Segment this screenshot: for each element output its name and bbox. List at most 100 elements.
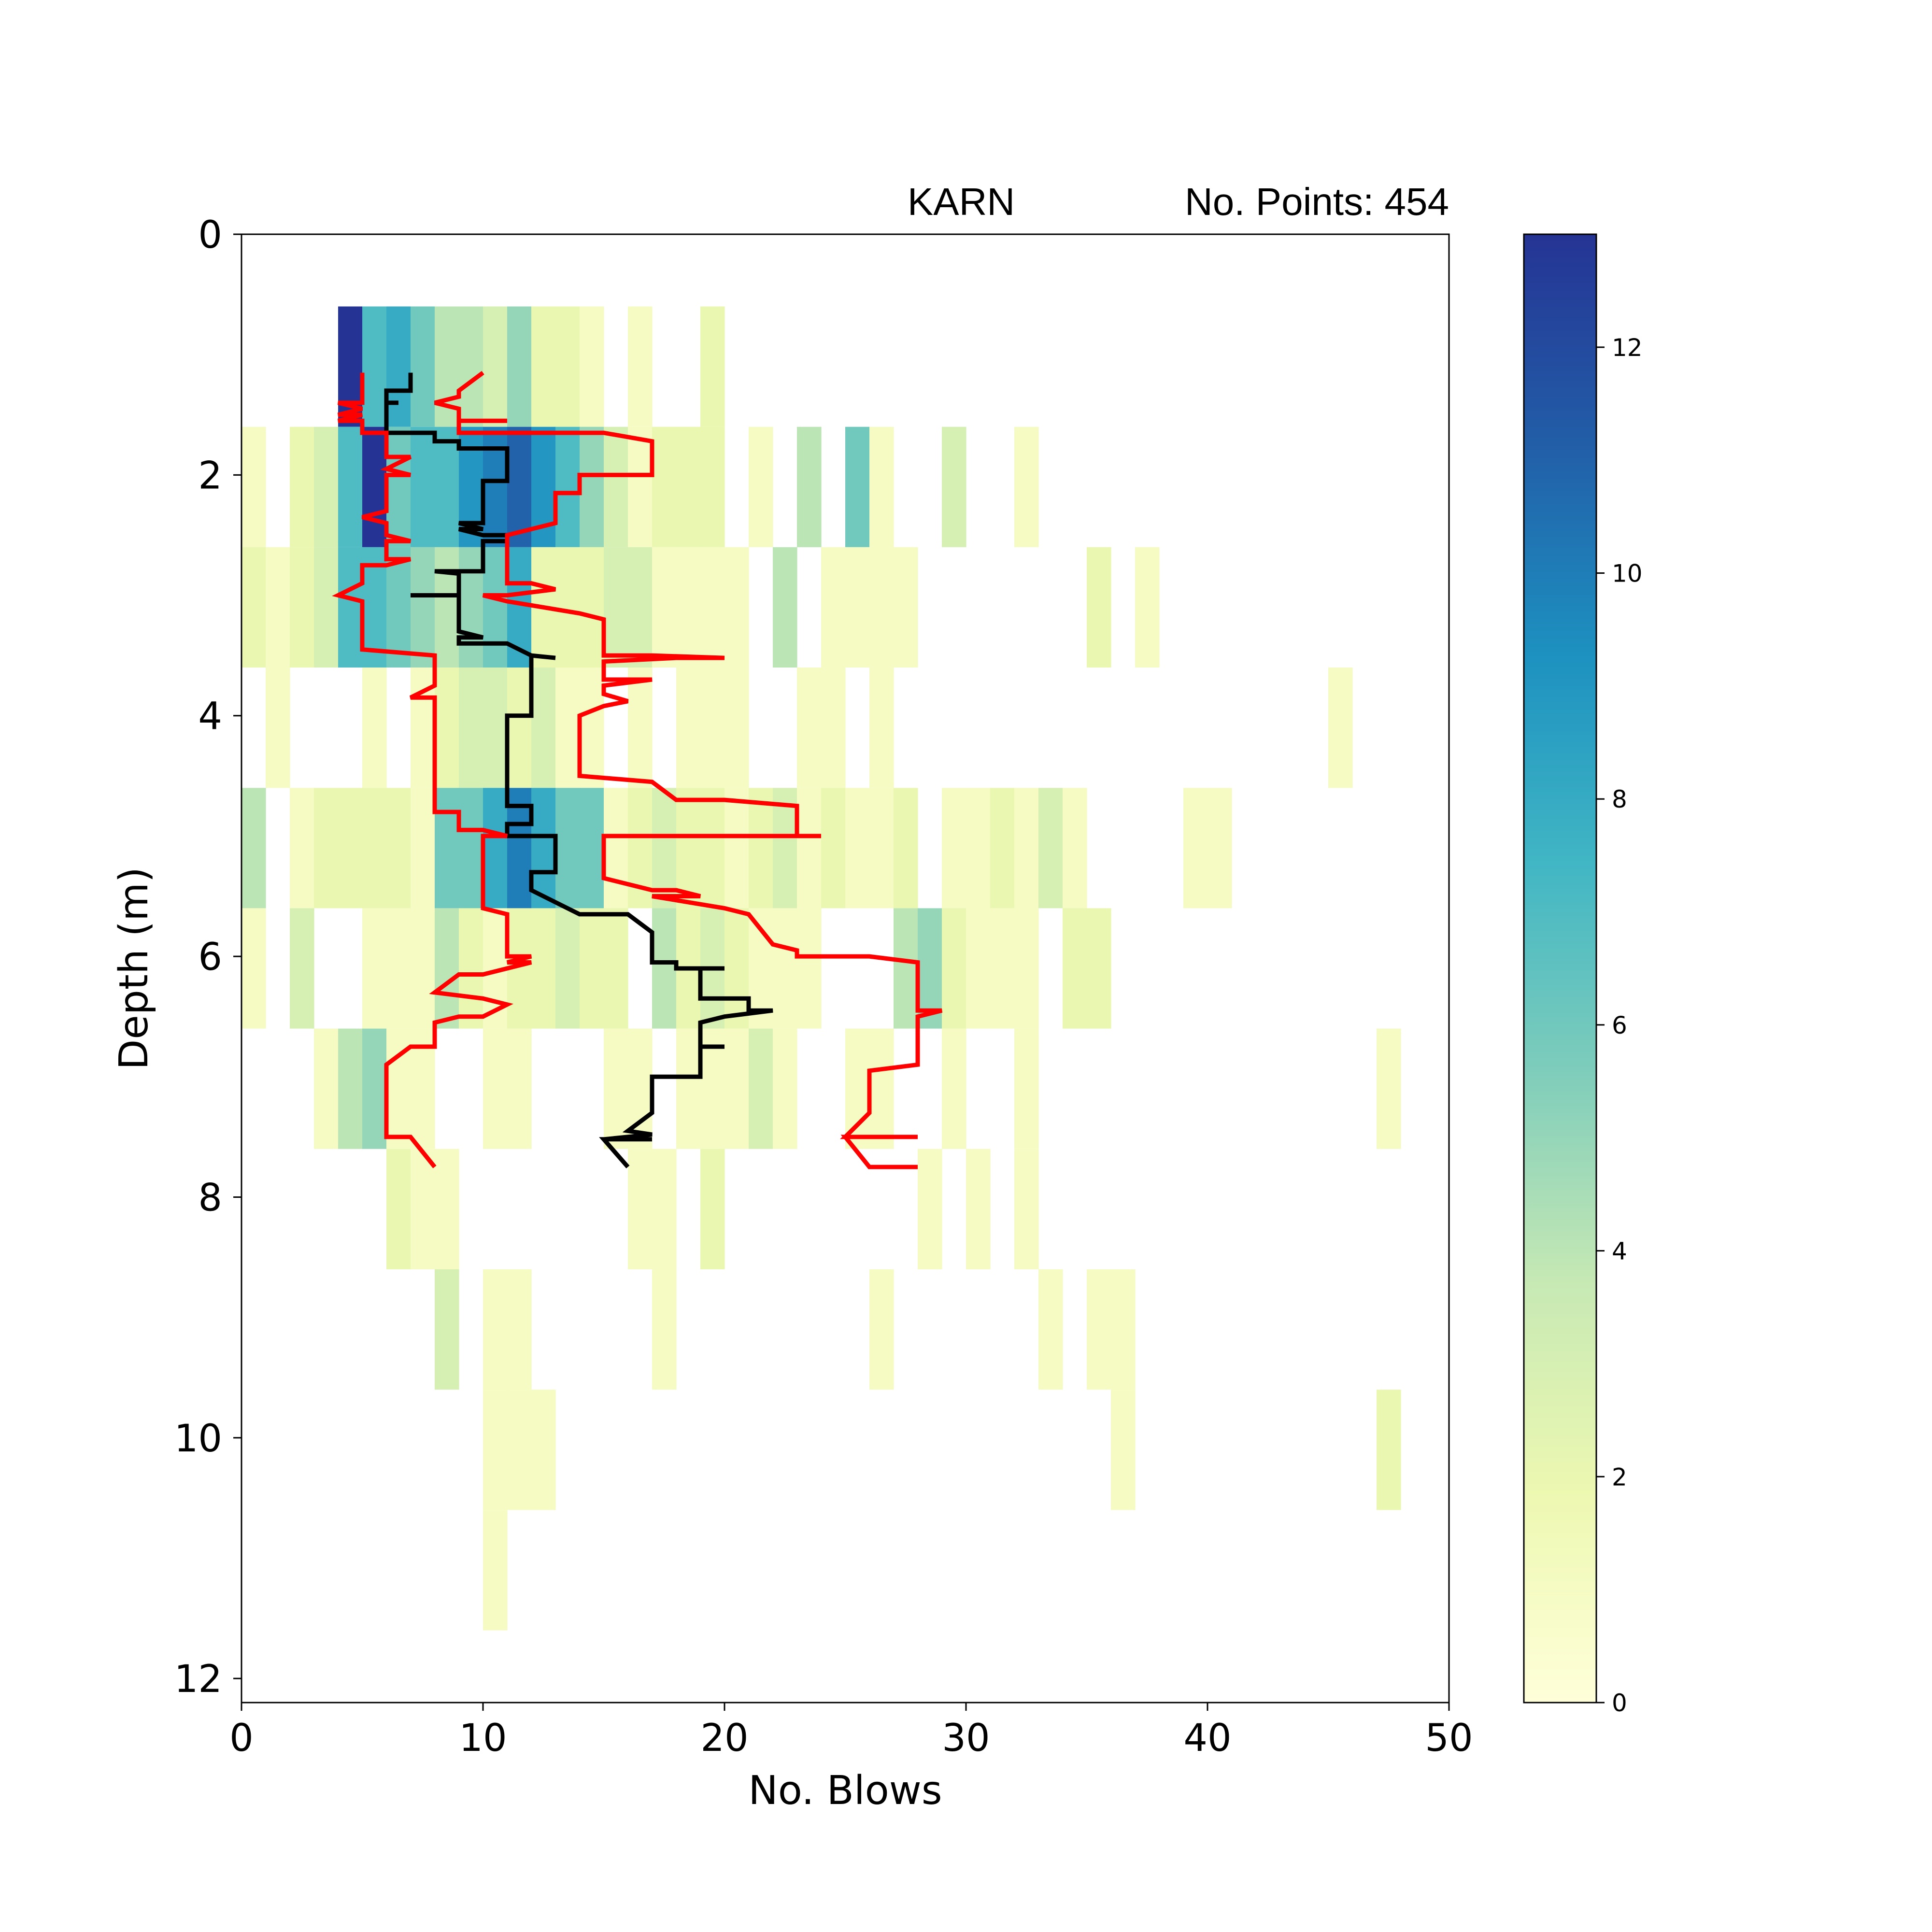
heatmap-cell	[724, 1028, 749, 1149]
heatmap-cell	[1063, 908, 1087, 1029]
y-tick-label: 8	[198, 1176, 222, 1220]
heatmap-cell	[676, 668, 701, 788]
heatmap-cell	[1111, 1269, 1136, 1390]
heatmap-cell	[483, 426, 508, 547]
heatmap-cell	[459, 908, 483, 1029]
colorbar-tick-label: 12	[1612, 334, 1643, 362]
heatmap-cell	[338, 547, 363, 668]
heatmap-cell	[507, 306, 532, 427]
heatmap-cell	[1014, 426, 1039, 547]
heatmap-cell	[1014, 908, 1039, 1029]
y-tick-label: 12	[174, 1658, 222, 1701]
heatmap-cell	[845, 547, 870, 668]
colorbar-ticks: 0 2 4 6 8 10 12	[1596, 334, 1643, 1717]
heatmap-cell	[604, 426, 628, 547]
heatmap-cell	[797, 788, 822, 909]
heatmap-cell	[797, 908, 822, 1029]
y-tick-label: 0	[198, 213, 222, 257]
heatmap-cell	[845, 788, 870, 909]
heatmap-cell	[242, 908, 266, 1029]
heatmap-cell	[700, 1149, 725, 1269]
colorbar-tick-label: 6	[1612, 1011, 1627, 1039]
heatmap-cell	[604, 788, 628, 909]
heatmap-cell	[604, 1028, 628, 1149]
heatmap-cell	[966, 788, 991, 909]
heatmap-cell	[1014, 788, 1039, 909]
heatmap-cell	[724, 668, 749, 788]
heatmap-cell	[966, 908, 991, 1029]
x-tick-label: 30	[942, 1717, 990, 1760]
heatmap-cell	[1038, 788, 1063, 909]
heatmap-cell	[845, 1028, 870, 1149]
heatmap-cell	[411, 908, 435, 1029]
heatmap-cell	[411, 426, 435, 547]
heatmap-cell	[1087, 1269, 1111, 1390]
heatmap-cell	[290, 788, 314, 909]
heatmap-cell	[266, 668, 290, 788]
heatmap-cell	[531, 306, 556, 427]
heatmap-cell	[314, 1028, 339, 1149]
heatmap-cell	[894, 788, 918, 909]
heatmap-cell	[869, 547, 894, 668]
heatmap-cell	[507, 426, 532, 547]
heatmap-cell	[749, 426, 773, 547]
heatmap-cell	[628, 547, 653, 668]
heatmap-cell	[386, 547, 411, 668]
heatmap-cell	[652, 547, 677, 668]
heatmap-cell	[942, 426, 966, 547]
y-tick-label: 10	[174, 1417, 222, 1461]
heatmap-cell	[1063, 788, 1087, 909]
y-tick-label: 4	[198, 695, 222, 739]
heatmap-cell	[676, 788, 701, 909]
heatmap-cell	[314, 547, 339, 668]
colorbar-tick-label: 4	[1612, 1237, 1627, 1265]
heatmap-cells	[242, 306, 1401, 1631]
heatmap-cell	[869, 788, 894, 909]
heatmap-cell	[507, 668, 532, 788]
heatmap-cell	[652, 1149, 677, 1269]
series-line-mean	[384, 372, 773, 1169]
heatmap-cell	[942, 1028, 966, 1149]
heatmap-cell	[604, 908, 628, 1029]
heatmap-cell	[483, 1028, 508, 1149]
heatmap-cell	[531, 668, 556, 788]
heatmap-cell	[435, 426, 459, 547]
colorbar-tick-label: 8	[1612, 785, 1627, 813]
heatmap-cell	[580, 788, 604, 909]
heatmap-cell	[483, 306, 508, 427]
heatmap-cell	[531, 1390, 556, 1510]
heatmap-cell	[797, 426, 822, 547]
plot-area	[241, 233, 1450, 1704]
plot-frame	[241, 233, 1450, 1704]
colorbar-frame	[1523, 233, 1597, 1704]
heatmap-cell	[773, 547, 797, 668]
heatmap-cell	[362, 426, 387, 547]
heatmap-cell	[1183, 788, 1208, 909]
heatmap-cell	[700, 306, 725, 427]
heatmap-cell	[362, 908, 387, 1029]
heatmap-cell	[459, 306, 483, 427]
heatmap-cell	[266, 547, 290, 668]
heatmap-cell	[724, 908, 749, 1029]
heatmap-cell	[652, 1269, 677, 1390]
heatmap-cell	[1208, 788, 1232, 909]
heatmap-cell	[242, 547, 266, 668]
heatmap-cell	[580, 668, 604, 788]
x-tick-label: 0	[229, 1717, 254, 1760]
heatmap-cell	[555, 547, 580, 668]
heatmap-cell	[700, 547, 725, 668]
heatmap-cell	[580, 306, 604, 427]
heatmap-cell	[435, 908, 459, 1029]
heatmap-cell	[386, 1149, 411, 1269]
y-tick-label: 6	[198, 936, 222, 979]
heatmap-cell	[773, 788, 797, 909]
heatmap-cell	[362, 1028, 387, 1149]
heatmap-cell	[483, 668, 508, 788]
heatmap-cell	[604, 547, 628, 668]
heatmap-cell	[700, 426, 725, 547]
heatmap-cell	[507, 1269, 532, 1390]
heatmap-cell	[628, 306, 653, 427]
heatmap-cell	[314, 788, 339, 909]
heatmap-cell	[821, 547, 846, 668]
heatmap-cell	[555, 426, 580, 547]
